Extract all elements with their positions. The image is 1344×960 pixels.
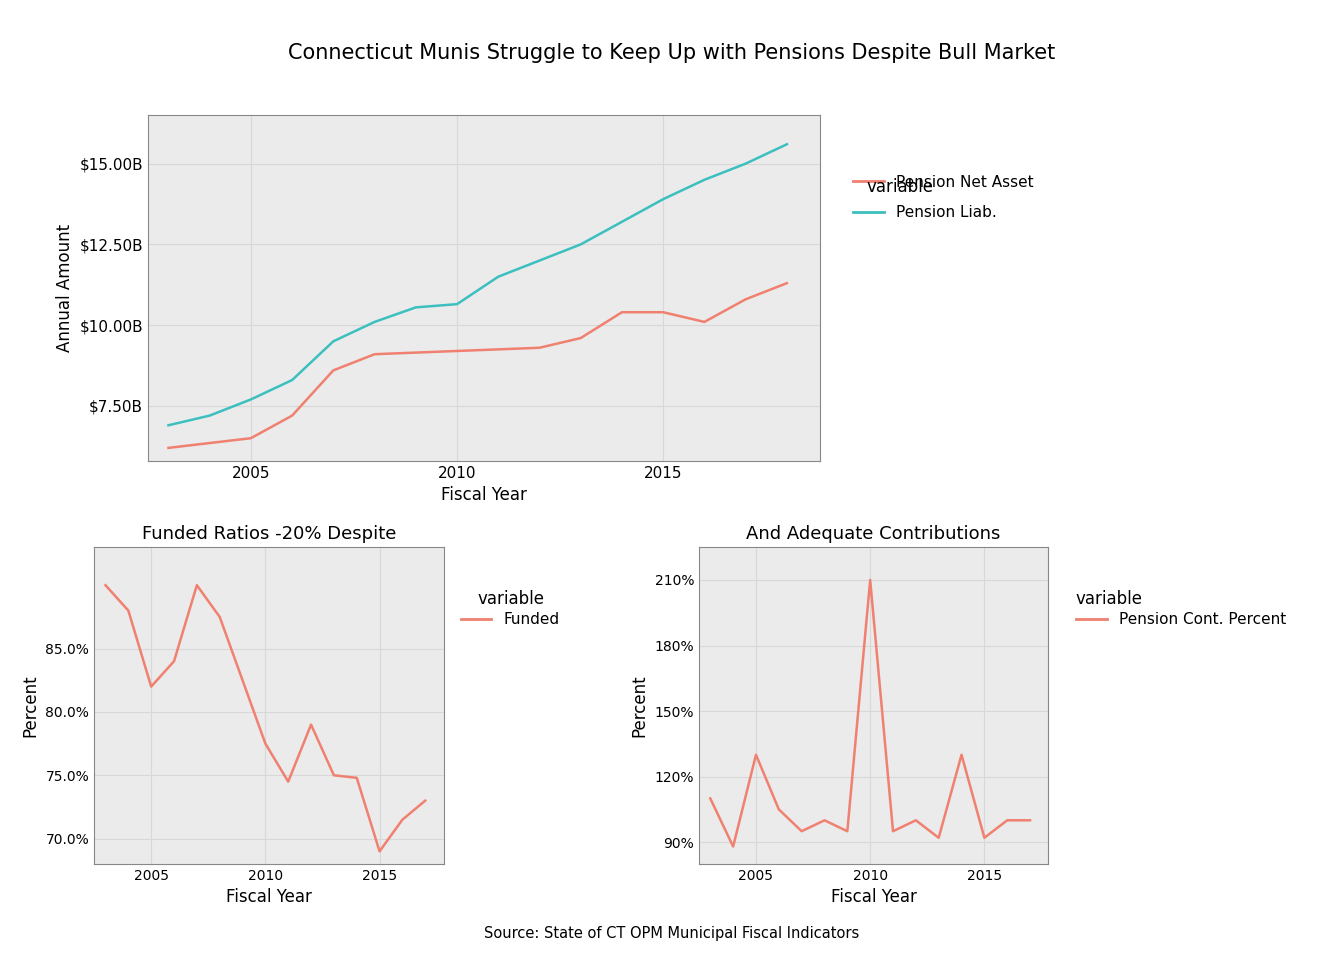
Text: Source: State of CT OPM Municipal Fiscal Indicators: Source: State of CT OPM Municipal Fiscal… bbox=[484, 926, 860, 942]
Y-axis label: Annual Amount: Annual Amount bbox=[56, 224, 74, 352]
Legend: Pension Net Asset, Pension Liab.: Pension Net Asset, Pension Liab. bbox=[853, 175, 1034, 220]
X-axis label: Fiscal Year: Fiscal Year bbox=[226, 888, 312, 906]
Legend: Pension Cont. Percent: Pension Cont. Percent bbox=[1077, 612, 1286, 627]
X-axis label: Fiscal Year: Fiscal Year bbox=[831, 888, 917, 906]
Y-axis label: Percent: Percent bbox=[630, 674, 649, 737]
Text: variable: variable bbox=[477, 590, 544, 609]
Y-axis label: Percent: Percent bbox=[22, 674, 40, 737]
Title: Funded Ratios -20% Despite: Funded Ratios -20% Despite bbox=[141, 525, 396, 542]
Text: Connecticut Munis Struggle to Keep Up with Pensions Despite Bull Market: Connecticut Munis Struggle to Keep Up wi… bbox=[289, 43, 1055, 63]
Title: And Adequate Contributions: And Adequate Contributions bbox=[746, 525, 1001, 542]
Text: variable: variable bbox=[1075, 590, 1142, 609]
X-axis label: Fiscal Year: Fiscal Year bbox=[441, 486, 527, 504]
Legend: Funded: Funded bbox=[461, 612, 559, 627]
Text: variable: variable bbox=[867, 178, 934, 196]
